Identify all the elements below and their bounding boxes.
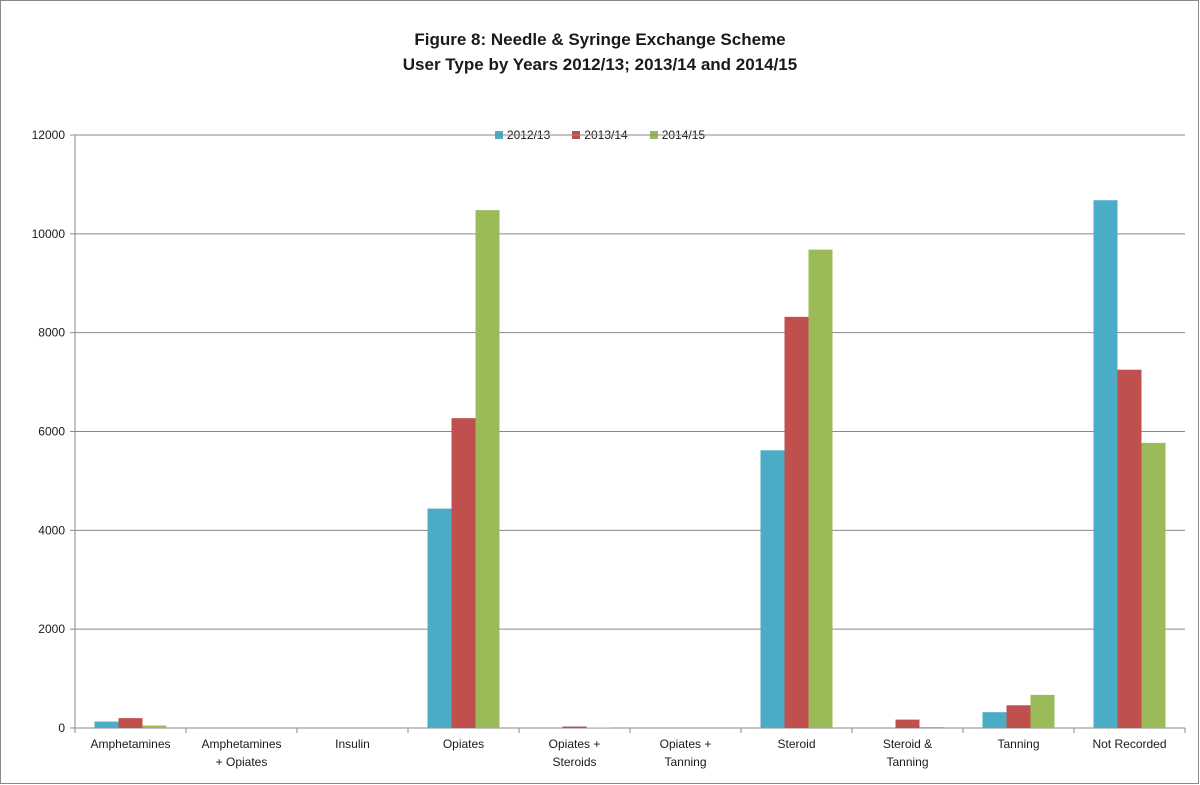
bar-2012-13-9 xyxy=(1093,200,1118,729)
bar-2013-14-9 xyxy=(1117,369,1142,728)
x-tick-label-6-0: Steroid xyxy=(777,737,815,751)
chart-subtitle: User Type by Years 2012/13; 2013/14 and … xyxy=(402,55,798,74)
bar-2014-15-6 xyxy=(808,249,833,728)
bar-2012-13-8 xyxy=(982,712,1007,728)
y-tick-label-2000: 2000 xyxy=(38,622,65,636)
bar-2013-14-3 xyxy=(451,418,476,728)
x-tick-label-7-1: Tanning xyxy=(886,755,928,769)
bar-2014-15-0 xyxy=(142,725,167,728)
bar-2013-14-0 xyxy=(118,718,143,728)
y-tick-label-8000: 8000 xyxy=(38,326,65,340)
x-tick-label-4-1: Steroids xyxy=(552,755,596,769)
x-tick-label-2-0: Insulin xyxy=(335,737,370,751)
bar-2013-14-7 xyxy=(895,719,920,728)
x-tick-label-4-0: Opiates + xyxy=(549,737,601,751)
y-tick-label-0: 0 xyxy=(58,721,65,735)
bar-2013-14-8 xyxy=(1006,705,1031,728)
x-tick-label-0-0: Amphetamines xyxy=(90,737,170,751)
x-tick-label-7-0: Steroid & xyxy=(883,737,932,751)
x-tick-label-9-0: Not Recorded xyxy=(1092,737,1166,751)
y-tick-label-6000: 6000 xyxy=(38,425,65,439)
bar-2014-15-3 xyxy=(475,210,500,728)
x-tick-label-8-0: Tanning xyxy=(997,737,1039,751)
y-tick-label-10000: 10000 xyxy=(32,227,66,241)
bar-2014-15-9 xyxy=(1141,442,1166,728)
bar-2013-14-4 xyxy=(562,726,587,728)
y-tick-label-12000: 12000 xyxy=(32,128,66,142)
bar-2014-15-7 xyxy=(919,727,944,728)
bar-2012-13-3 xyxy=(427,508,452,728)
bar-2013-14-6 xyxy=(784,316,809,728)
x-tick-label-5-0: Opiates + xyxy=(660,737,712,751)
x-tick-label-1-0: Amphetamines xyxy=(201,737,281,751)
bar-2014-15-8 xyxy=(1030,694,1055,728)
bar-2012-13-0 xyxy=(94,721,119,728)
x-tick-label-1-1: + Opiates xyxy=(216,755,268,769)
x-tick-label-3-0: Opiates xyxy=(443,737,484,751)
bar-2012-13-6 xyxy=(760,450,785,728)
x-tick-label-5-1: Tanning xyxy=(664,755,706,769)
chart-title: Figure 8: Needle & Syringe Exchange Sche… xyxy=(414,30,786,49)
y-tick-label-4000: 4000 xyxy=(38,523,65,537)
